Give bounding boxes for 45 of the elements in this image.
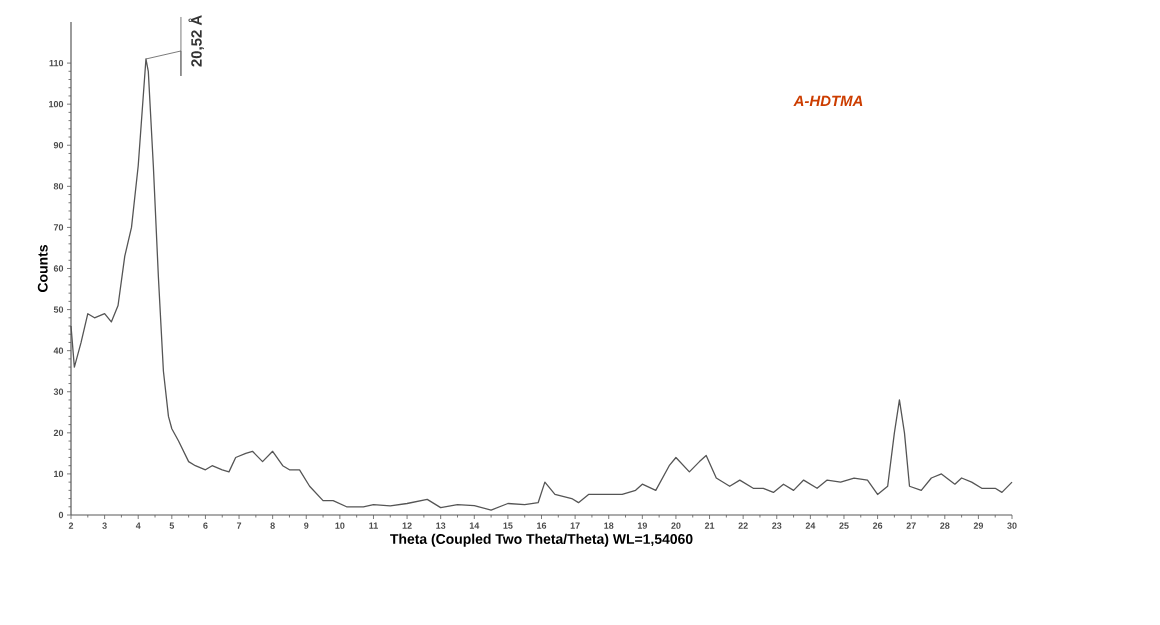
x-tick-label: 25: [839, 522, 849, 529]
y-tick-label: 0: [58, 511, 64, 519]
y-tick-label: 90: [53, 142, 64, 149]
x-axis-title: Theta (Coupled Two Theta/Theta) WL=1,54060: [390, 533, 693, 547]
x-tick-label: 24: [805, 522, 816, 529]
x-tick-label: 30: [1007, 522, 1017, 529]
x-tick-label: 2: [68, 522, 74, 529]
x-tick-label: 17: [570, 522, 580, 529]
y-tick-label: 100: [49, 100, 64, 108]
x-tick-label: 16: [537, 522, 547, 529]
annotation: 20,52 Å: [188, 15, 204, 67]
x-tick-label: 29: [973, 522, 984, 529]
x-tick-label: 7: [236, 522, 242, 529]
y-tick-label: 60: [53, 265, 64, 272]
y-axis-title: Counts: [37, 245, 48, 292]
x-tick-label: 11: [369, 522, 378, 529]
x-tick-label: 20: [671, 522, 681, 529]
x-tick-label: 5: [169, 522, 175, 529]
y-tick-label: 30: [53, 388, 64, 395]
x-tick-label: 4: [135, 522, 141, 529]
x-tick-label: 26: [872, 522, 883, 529]
x-tick-label: 21: [704, 522, 715, 529]
x-tick-label: 6: [203, 522, 208, 529]
x-tick-label: 22: [738, 522, 748, 529]
y-tick-label: 70: [53, 224, 64, 231]
text: A-HDTMA: [793, 95, 863, 107]
x-tick-label: 8: [270, 522, 275, 529]
y-tick-label: 20: [53, 429, 64, 437]
x-tick-label: 13: [436, 522, 446, 529]
x-tick-label: 19: [637, 522, 647, 529]
x-tick-label: 27: [906, 522, 916, 529]
x-tick-label: 15: [503, 522, 513, 529]
y-tick-label: 50: [53, 306, 64, 313]
x-tick-label: 23: [772, 522, 782, 529]
y-tick-label: 110: [49, 59, 64, 67]
y-tick-label: 10: [54, 470, 64, 478]
x-tick-label: 28: [940, 522, 950, 529]
x-tick-label: 9: [304, 522, 309, 529]
x-tick-label: 18: [604, 522, 614, 529]
y-tick-label: 80: [53, 183, 64, 190]
x-tick-label: 12: [402, 522, 412, 529]
y-tick-label: 40: [53, 347, 64, 354]
x-tick-label: 10: [335, 522, 345, 529]
x-tick-label: 3: [102, 522, 107, 529]
x-tick-label: 14: [469, 522, 480, 529]
